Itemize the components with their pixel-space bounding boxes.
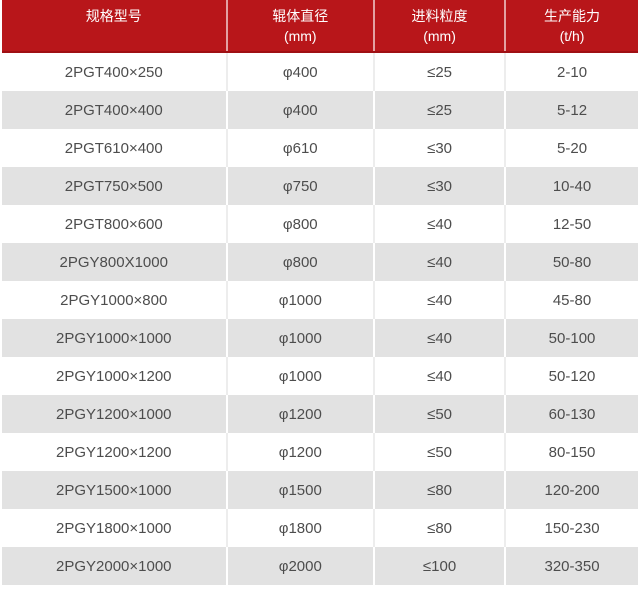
table-cell: 150-230 [505,509,638,547]
table-cell: ≤25 [374,52,507,91]
table-cell: φ1800 [226,509,376,547]
table-cell: 60-130 [505,395,638,433]
column-header-4: 生产能力 (t/h) [505,0,638,53]
table-cell: ≤100 [374,547,507,585]
table-cell: ≤30 [374,167,507,205]
table-row: 2PGT400×250 φ400 ≤25 2-10 [2,52,638,91]
table-row: 2PGY1000×800 φ1000 ≤40 45-80 [2,281,638,319]
table-cell: φ1200 [226,433,376,471]
table-row: 2PGY1000×1200 φ1000 ≤40 50-120 [2,357,638,395]
table-cell: 120-200 [505,471,638,509]
table-cell: 5-12 [505,91,638,129]
table-cell: φ400 [226,91,376,129]
table-row: 2PGT400×400 φ400 ≤25 5-12 [2,91,638,129]
table-cell: ≤50 [374,395,507,433]
table-cell: ≤25 [374,91,507,129]
column-header-unit: (mm) [283,27,317,44]
table-cell: ≤80 [374,471,507,509]
table-cell: 5-20 [505,129,638,167]
table-cell: ≤40 [374,357,507,395]
table-cell: ≤80 [374,509,507,547]
table-cell: 2PGY1200×1200 [2,433,228,471]
column-header-label: 辊体直径 [272,7,329,24]
table-cell: ≤40 [374,205,507,243]
table-cell: 12-50 [505,205,638,243]
table-cell: φ800 [226,205,376,243]
table-cell: 50-100 [505,319,638,357]
table-cell: ≤40 [374,243,507,281]
table-cell: φ1500 [226,471,376,509]
table-cell: 50-80 [505,243,638,281]
table-row: 2PGY1200×1200 φ1200 ≤50 80-150 [2,433,638,471]
table-cell: φ1000 [226,319,376,357]
table-cell: 2PGT400×250 [2,52,228,91]
spec-table-header: 规格型号 辊体直径 (mm) 进料粒度 (mm) 生产能力 (t/h) [2,0,638,53]
table-row: 2PGT610×400 φ610 ≤30 5-20 [2,129,638,167]
table-row: 2PGY1500×1000 φ1500 ≤80 120-200 [2,471,638,509]
table-cell: 2PGY1000×1000 [2,319,228,357]
table-cell: 2PGT750×500 [2,167,228,205]
table-cell: φ2000 [226,547,376,585]
column-header-label: 进料粒度 [411,7,468,24]
table-row: 2PGY1000×1000 φ1000 ≤40 50-100 [2,319,638,357]
table-cell: ≤30 [374,129,507,167]
table-cell: ≤40 [374,319,507,357]
column-header-3: 进料粒度 (mm) [374,0,507,53]
column-header-1: 规格型号 [2,0,228,53]
table-cell: φ400 [226,52,376,91]
table-cell: 2PGY2000×1000 [2,547,228,585]
table-cell: 50-120 [505,357,638,395]
table-row: 2PGY2000×1000 φ2000 ≤100 320-350 [2,547,638,585]
table-cell: 2PGY800X1000 [2,243,228,281]
table-cell: 2PGT800×600 [2,205,228,243]
table-cell: 2PGY1800×1000 [2,509,228,547]
table-cell: ≤50 [374,433,507,471]
header-row: 规格型号 辊体直径 (mm) 进料粒度 (mm) 生产能力 (t/h) [2,0,638,53]
column-header-label: 规格型号 [85,7,142,24]
column-header-label: 生产能力 [544,7,601,24]
table-cell: ≤40 [374,281,507,319]
table-row: 2PGT800×600 φ800 ≤40 12-50 [2,205,638,243]
table-cell: 80-150 [505,433,638,471]
column-header-unit [2,26,226,46]
table-cell: 2PGT400×400 [2,91,228,129]
column-header-unit: (mm) [423,27,456,44]
table-cell: 2PGY1200×1000 [2,395,228,433]
table-cell: φ1000 [226,281,376,319]
table-row: 2PGT750×500 φ750 ≤30 10-40 [2,167,638,205]
table-cell: 2PGT610×400 [2,129,228,167]
table-cell: φ800 [226,243,376,281]
table-cell: φ1200 [226,395,376,433]
table-row: 2PGY800X1000 φ800 ≤40 50-80 [2,243,638,281]
column-header-2: 辊体直径 (mm) [226,0,376,53]
table-cell: φ610 [226,129,376,167]
table-cell: 2PGY1500×1000 [2,471,228,509]
table-cell: 2-10 [505,52,638,91]
table-cell: φ1000 [226,357,376,395]
table-row: 2PGY1800×1000 φ1800 ≤80 150-230 [2,509,638,547]
table-cell: 2PGY1000×1200 [2,357,228,395]
spec-table-body: 2PGT400×250 φ400 ≤25 2-10 2PGT400×400 φ400 ≤25… [2,52,638,585]
table-row: 2PGY1200×1000 φ1200 ≤50 60-130 [2,395,638,433]
table-cell: 45-80 [505,281,638,319]
table-cell: 10-40 [505,167,638,205]
table-cell: 2PGY1000×800 [2,281,228,319]
table-cell: φ750 [226,167,376,205]
table-cell: 320-350 [505,547,638,585]
column-header-unit: (t/h) [559,27,585,44]
